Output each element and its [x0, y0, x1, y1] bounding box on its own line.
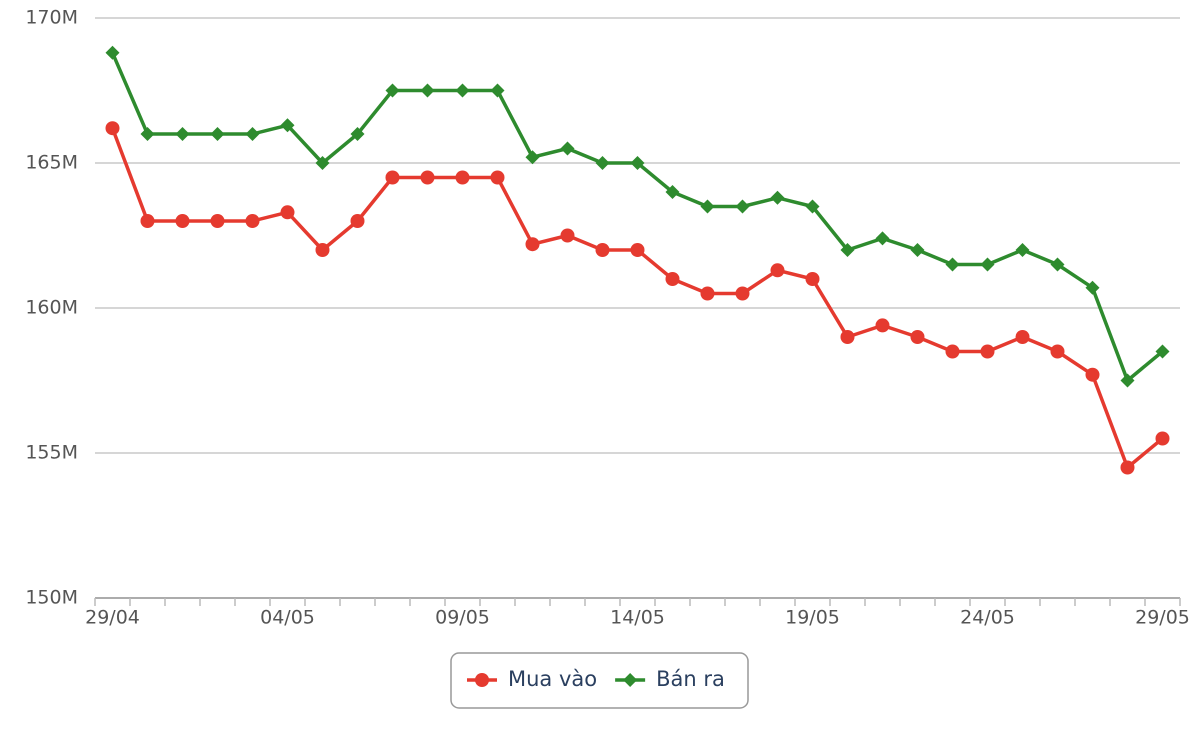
data-point	[175, 127, 190, 141]
data-point	[385, 170, 400, 185]
data-point	[875, 318, 890, 333]
y-tick-label: 165M	[25, 152, 78, 174]
data-point	[840, 243, 855, 257]
data-point	[700, 199, 715, 214]
legend-marker	[475, 673, 489, 687]
data-point	[770, 263, 785, 278]
data-point	[630, 156, 645, 170]
data-point	[805, 272, 820, 286]
data-point	[980, 344, 995, 359]
data-point	[1015, 243, 1030, 257]
data-point	[805, 199, 820, 214]
data-point	[245, 214, 260, 228]
data-point	[595, 156, 610, 170]
data-point	[455, 170, 470, 185]
legend-label: Mua vào	[508, 667, 597, 691]
data-point	[175, 214, 190, 228]
data-point	[140, 127, 155, 141]
data-point	[1085, 367, 1100, 382]
data-point	[665, 272, 680, 286]
data-point	[560, 228, 575, 243]
y-tick-label: 155M	[25, 442, 78, 464]
data-point	[875, 231, 890, 246]
legend-box	[450, 652, 749, 709]
data-point	[1015, 330, 1030, 344]
data-point	[490, 170, 505, 185]
data-point	[245, 127, 260, 141]
y-tick-label: 170M	[25, 7, 78, 29]
data-point	[455, 83, 470, 98]
data-point	[735, 286, 750, 301]
data-point	[490, 83, 505, 98]
data-point	[665, 185, 680, 199]
data-point	[945, 344, 960, 359]
data-point	[770, 190, 785, 205]
data-point	[280, 205, 295, 220]
data-point	[210, 214, 225, 228]
legend-label: Bán ra	[656, 667, 725, 691]
data-point	[1050, 257, 1065, 272]
data-point	[350, 127, 365, 141]
data-point	[280, 118, 295, 133]
data-point	[560, 141, 575, 156]
data-point	[1120, 460, 1135, 475]
data-point	[630, 243, 645, 257]
data-point	[1155, 431, 1170, 446]
data-point	[420, 170, 435, 185]
x-tick-label: 29/05	[1135, 607, 1190, 629]
data-point	[210, 127, 225, 141]
x-tick-label: 29/04	[85, 607, 140, 629]
data-point	[140, 214, 155, 228]
x-tick-label: 19/05	[785, 607, 840, 629]
x-tick-label: 24/05	[960, 607, 1015, 629]
data-point	[385, 83, 400, 98]
data-point	[910, 330, 925, 344]
data-point	[350, 214, 365, 228]
data-point	[910, 243, 925, 257]
data-point	[840, 330, 855, 344]
data-point	[420, 83, 435, 98]
data-point	[1120, 373, 1135, 388]
data-point	[700, 286, 715, 301]
legend-marker	[623, 673, 638, 687]
data-point	[945, 257, 960, 272]
y-tick-label: 160M	[25, 297, 78, 319]
data-point	[105, 121, 120, 136]
data-point	[1050, 344, 1065, 359]
data-point	[105, 45, 120, 60]
x-tick-label: 04/05	[260, 607, 315, 629]
data-point	[980, 257, 995, 272]
data-point	[525, 150, 540, 165]
series-line	[110, 127, 1164, 470]
x-tick-label: 09/05	[435, 607, 490, 629]
data-point	[315, 243, 330, 257]
data-point	[315, 156, 330, 170]
data-point	[525, 237, 540, 252]
data-point	[1085, 280, 1100, 295]
data-point	[735, 199, 750, 214]
data-point	[1155, 344, 1170, 359]
y-tick-label: 150M	[25, 587, 78, 609]
x-tick-label: 14/05	[610, 607, 665, 629]
data-point	[595, 243, 610, 257]
